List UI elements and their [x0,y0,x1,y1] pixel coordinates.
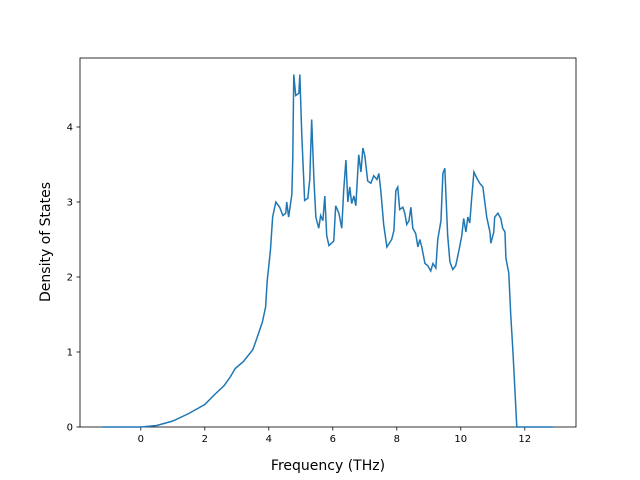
x-tick-label: 6 [330,434,336,445]
y-tick-label: 2 [67,273,73,284]
x-tick-label: 12 [518,434,531,445]
x-tick-label: 8 [394,434,400,445]
plot-frame [79,57,577,428]
y-tick-label: 3 [67,198,73,209]
x-tick-label: 10 [454,434,467,445]
x-tick-label: 4 [266,434,272,445]
x-tick-label: 2 [202,434,208,445]
x-tick-label: 0 [138,434,144,445]
y-tick-label: 0 [67,423,73,434]
y-axis-title: Density of States [38,182,54,302]
y-tick-label: 4 [67,123,73,134]
y-tick-label: 1 [67,348,73,359]
data-line [102,74,553,428]
x-axis-title: Frequency (THz) [271,458,385,474]
